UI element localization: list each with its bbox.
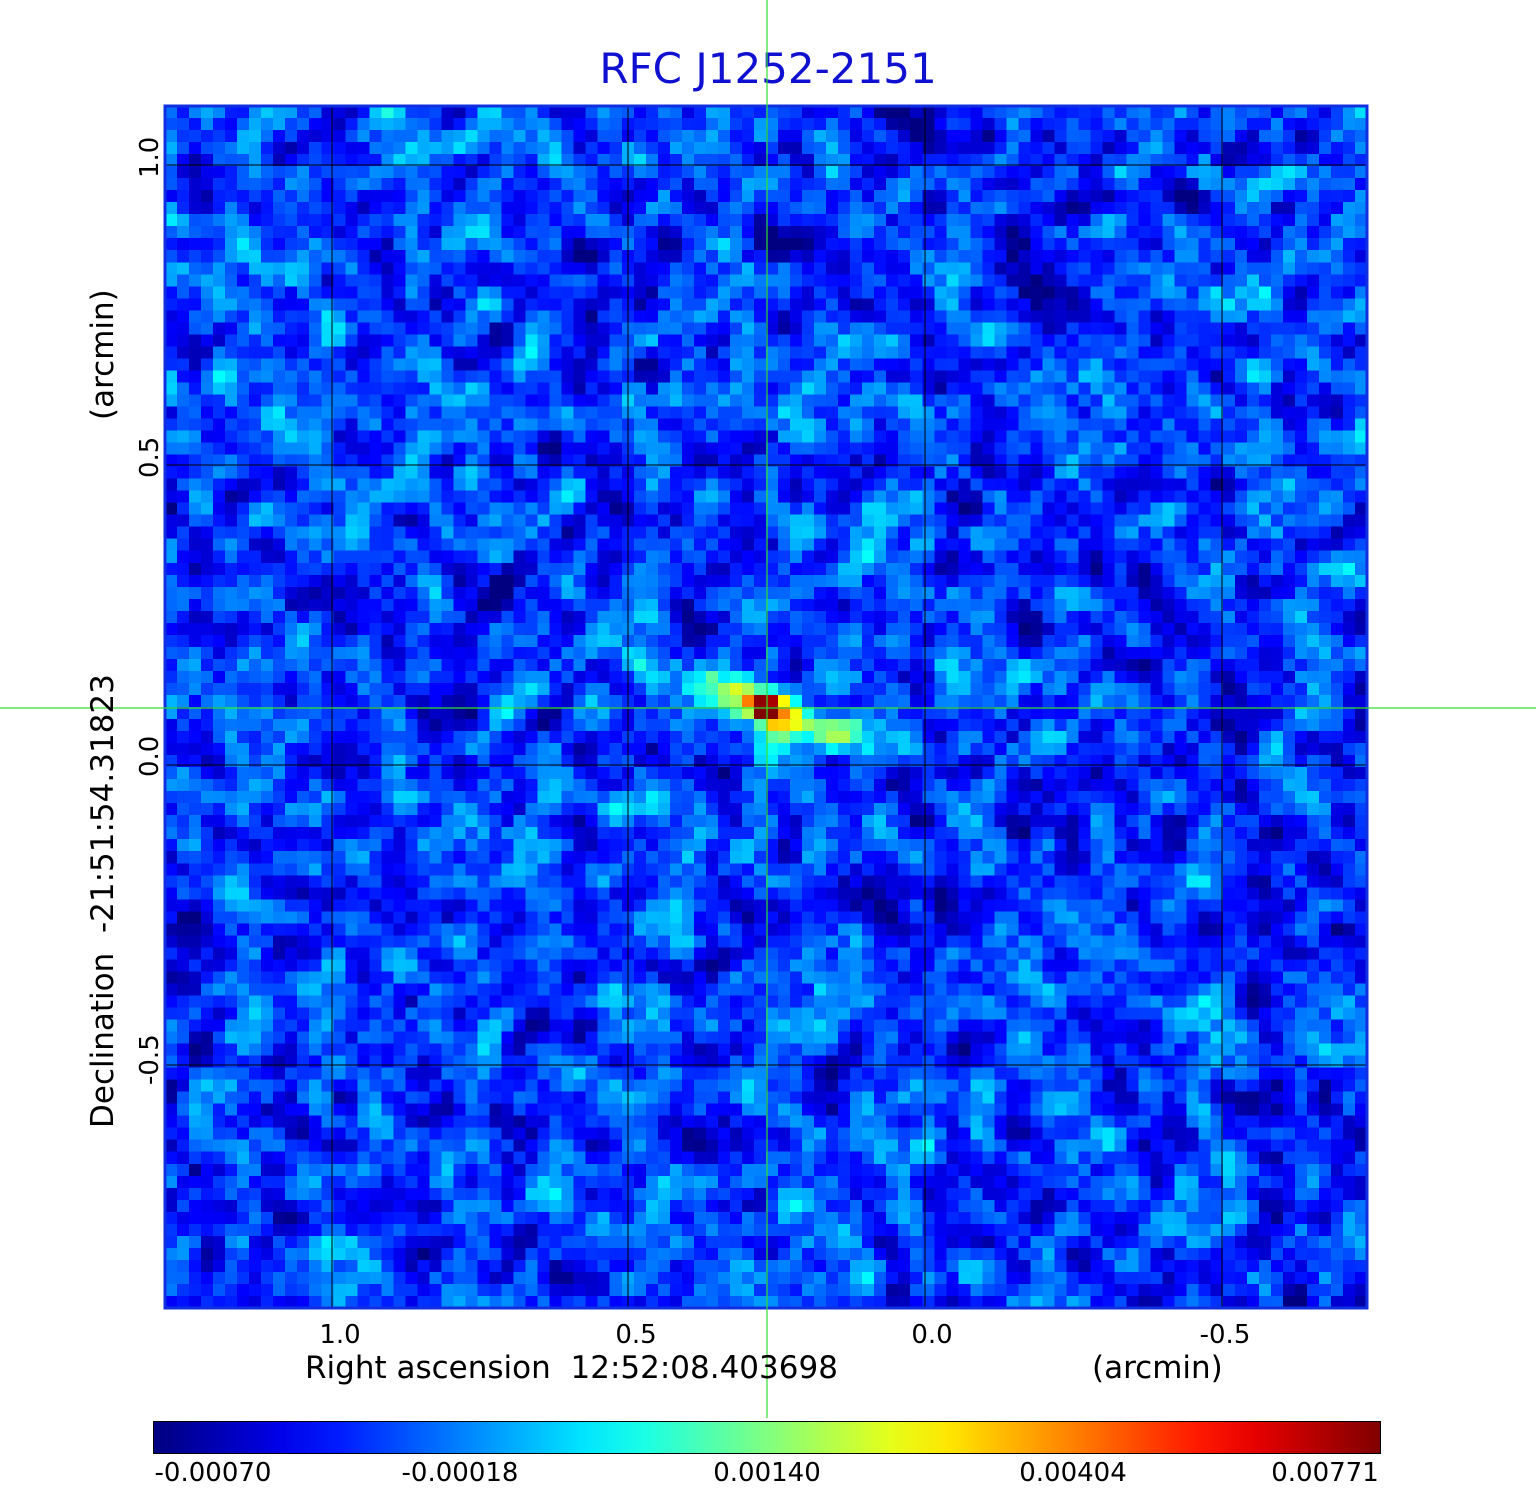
y-axis-label: Declination -21:51:54.31823 [85,674,121,1128]
coordinate-grid [165,106,1367,1308]
x-axis-unit: (arcmin) [1092,1350,1223,1386]
colorbar [153,1421,1381,1454]
colorbar-tick-label: -0.00018 [401,1458,519,1488]
y-tick-label: 0.0 [135,735,165,777]
x-tick-label: 0.0 [911,1320,953,1350]
colorbar-tick-label: 0.00771 [1271,1458,1379,1488]
y-tick-label: 1.0 [135,136,165,178]
x-axis-center-value: 12:52:08.403698 [570,1350,838,1386]
x-tick-label: 1.0 [319,1320,361,1350]
intensity-map [165,106,1367,1308]
x-tick-label: -0.5 [1199,1320,1251,1350]
x-axis-name: Right ascension [305,1350,551,1386]
y-tick-label: 0.5 [135,436,165,478]
x-tick-label: 0.5 [615,1320,657,1350]
y-axis-center-value: -21:51:54.31823 [85,674,121,934]
y-tick-label: -0.5 [135,1034,165,1085]
colorbar-tick-label: 0.00140 [713,1458,821,1488]
colorbar-tick-label: -0.00070 [154,1458,272,1488]
figure-title: RFC J1252-2151 [599,44,937,93]
map-frame [163,104,1369,1310]
colorbar-tick-label: 0.00404 [1019,1458,1127,1488]
y-axis-unit: (arcmin) [85,289,121,420]
y-axis-name: Declination [85,952,121,1128]
x-axis-label: Right ascension 12:52:08.403698 [305,1350,838,1386]
